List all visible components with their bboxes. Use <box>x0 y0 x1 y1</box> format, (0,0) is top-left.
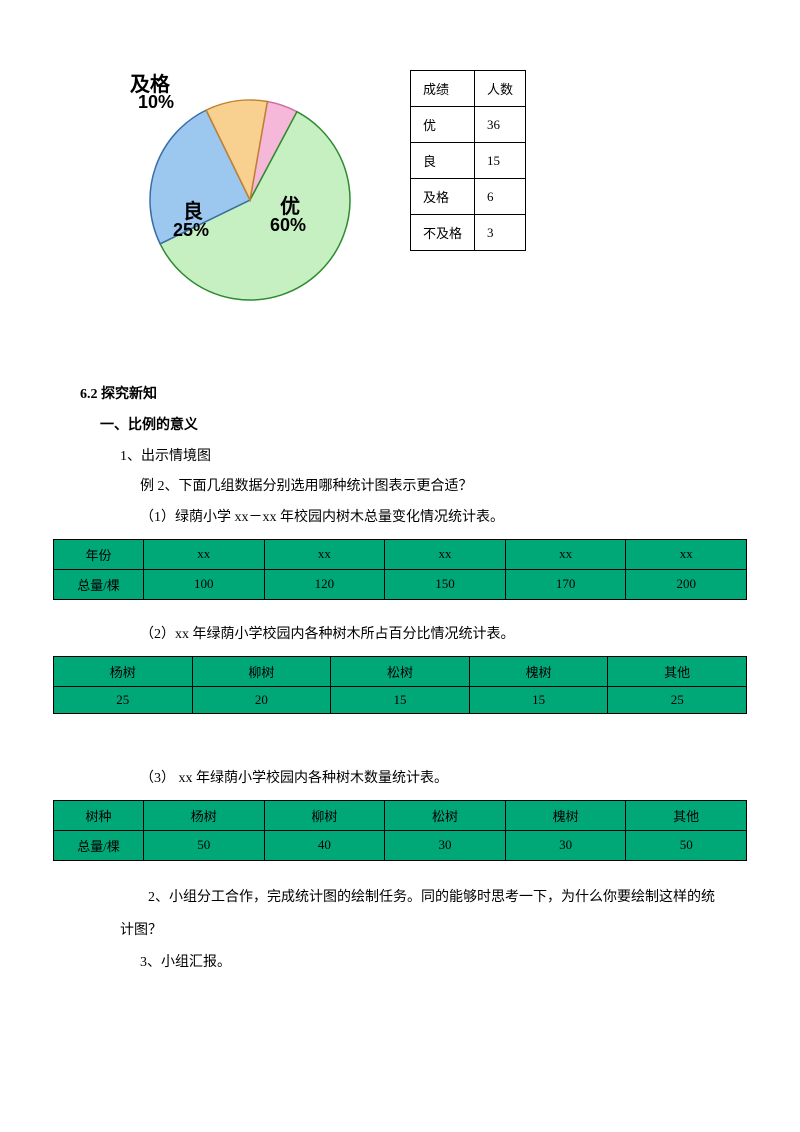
score-cell: 36 <box>475 107 526 143</box>
table-1: 年份 xx xx xx xx xx 总量/棵 100 120 150 170 2… <box>53 539 747 600</box>
table-row: 不及格 3 <box>411 215 526 251</box>
cell: 树种 <box>54 800 144 830</box>
cell: 30 <box>385 830 506 860</box>
cell: xx <box>264 539 385 569</box>
content-body-3: （3） xx 年绿荫小学校园内各种树木数量统计表。 <box>0 764 800 795</box>
para-6: 2、小组分工合作，完成统计图的绘制任务。同的能够时思考一下，为什么你要绘制这样的… <box>80 881 720 948</box>
para-5: （3） xx 年绿荫小学校园内各种树木数量统计表。 <box>80 764 720 795</box>
score-cell: 良 <box>411 143 475 179</box>
pie-chart-container: 及格 10% 良 25% 优 60% <box>100 60 380 320</box>
cell: 槐树 <box>469 656 608 686</box>
cell: 松树 <box>385 800 506 830</box>
cell: 25 <box>54 686 193 713</box>
top-section: 及格 10% 良 25% 优 60% 成绩 人数 优 36 良 15 及格 6 … <box>0 20 800 360</box>
cell: 170 <box>505 569 626 599</box>
score-header-1: 成绩 <box>411 71 475 107</box>
cell: 120 <box>264 569 385 599</box>
cell: 总量/棵 <box>54 569 144 599</box>
score-header-2: 人数 <box>475 71 526 107</box>
pie-label-you-pct: 60% <box>270 215 306 236</box>
score-cell: 及格 <box>411 179 475 215</box>
cell: 槐树 <box>505 800 626 830</box>
table-row: 树种 杨树 柳树 松树 槐树 其他 <box>54 800 747 830</box>
cell: 杨树 <box>144 800 265 830</box>
pie-label-jige-pct: 10% <box>138 92 174 113</box>
cell: 柳树 <box>264 800 385 830</box>
table-row: 杨树 柳树 松树 槐树 其他 <box>54 656 747 686</box>
cell: 其他 <box>626 800 747 830</box>
cell: 20 <box>192 686 331 713</box>
content-body: 6.2 探究新知 一、比例的意义 1、出示情境图 例 2、下面几组数据分别选用哪… <box>0 380 800 534</box>
table-row: 25 20 15 15 25 <box>54 686 747 713</box>
score-cell: 15 <box>475 143 526 179</box>
para-2: 例 2、下面几组数据分别选用哪种统计图表示更合适？ <box>80 472 720 503</box>
table-3: 树种 杨树 柳树 松树 槐树 其他 总量/棵 50 40 30 30 50 <box>53 800 747 861</box>
cell: 总量/棵 <box>54 830 144 860</box>
table-row: 总量/棵 50 40 30 30 50 <box>54 830 747 860</box>
cell: xx <box>505 539 626 569</box>
score-cell: 不及格 <box>411 215 475 251</box>
para-4: （2）xx 年绿荫小学校园内各种树木所占百分比情况统计表。 <box>80 620 720 651</box>
cell: xx <box>626 539 747 569</box>
cell: 30 <box>505 830 626 860</box>
score-cell: 优 <box>411 107 475 143</box>
table-2: 杨树 柳树 松树 槐树 其他 25 20 15 15 25 <box>53 656 747 714</box>
cell: 200 <box>626 569 747 599</box>
table-row: 良 15 <box>411 143 526 179</box>
cell: 50 <box>144 830 265 860</box>
cell: xx <box>144 539 265 569</box>
heading-62: 6.2 探究新知 <box>80 380 720 411</box>
cell: 柳树 <box>192 656 331 686</box>
para-3: （1）绿荫小学 xx－xx 年校园内树木总量变化情况统计表。 <box>80 503 720 534</box>
para-1: 1、出示情境图 <box>80 442 720 473</box>
cell: 150 <box>385 569 506 599</box>
heading-1: 一、比例的意义 <box>80 411 720 442</box>
cell: 15 <box>469 686 608 713</box>
cell: 50 <box>626 830 747 860</box>
content-body-2: （2）xx 年绿荫小学校园内各种树木所占百分比情况统计表。 <box>0 620 800 651</box>
score-table: 成绩 人数 优 36 良 15 及格 6 不及格 3 <box>410 70 526 251</box>
content-body-4: 2、小组分工合作，完成统计图的绘制任务。同的能够时思考一下，为什么你要绘制这样的… <box>0 881 800 979</box>
cell: xx <box>385 539 506 569</box>
table-row: 成绩 人数 <box>411 71 526 107</box>
table-row: 优 36 <box>411 107 526 143</box>
cell: 15 <box>331 686 470 713</box>
table-row: 及格 6 <box>411 179 526 215</box>
cell: 松树 <box>331 656 470 686</box>
score-cell: 6 <box>475 179 526 215</box>
cell: 40 <box>264 830 385 860</box>
cell: 其他 <box>608 656 747 686</box>
score-cell: 3 <box>475 215 526 251</box>
spacer <box>0 734 800 764</box>
para-7: 3、小组汇报。 <box>80 948 720 979</box>
pie-chart <box>140 90 360 310</box>
table-row: 总量/棵 100 120 150 170 200 <box>54 569 747 599</box>
cell: 25 <box>608 686 747 713</box>
cell: 杨树 <box>54 656 193 686</box>
table-row: 年份 xx xx xx xx xx <box>54 539 747 569</box>
cell: 年份 <box>54 539 144 569</box>
cell: 100 <box>144 569 265 599</box>
pie-label-liang-pct: 25% <box>173 220 209 241</box>
